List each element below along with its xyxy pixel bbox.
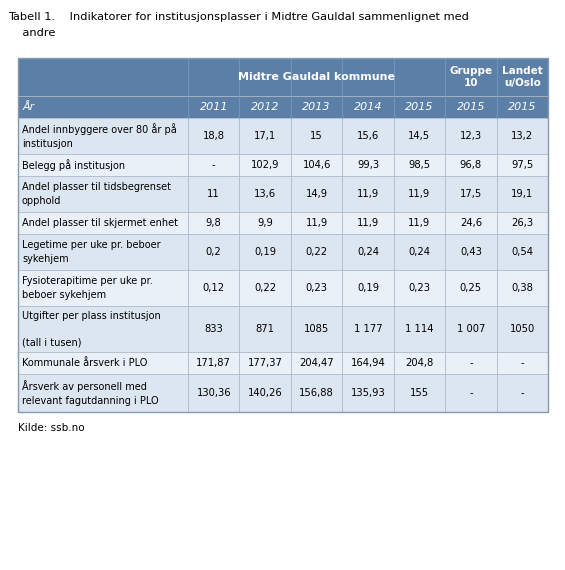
Text: 204,8: 204,8 <box>405 358 433 368</box>
Text: 2013: 2013 <box>302 102 331 112</box>
Text: 13,6: 13,6 <box>254 189 276 199</box>
Text: Legetime per uke pr. beboer
sykehjem: Legetime per uke pr. beboer sykehjem <box>22 241 160 263</box>
Text: 0,43: 0,43 <box>460 247 482 257</box>
Text: 1 177: 1 177 <box>354 324 383 334</box>
Text: Andel plasser til skjermet enhet: Andel plasser til skjermet enhet <box>22 218 178 228</box>
Text: 17,5: 17,5 <box>460 189 482 199</box>
Text: andre: andre <box>8 28 55 38</box>
Bar <box>18 58 548 412</box>
Text: 11,9: 11,9 <box>408 218 431 228</box>
Text: Kilde: ssb.no: Kilde: ssb.no <box>18 423 85 433</box>
Text: 1050: 1050 <box>510 324 535 334</box>
Text: 2011: 2011 <box>199 102 228 112</box>
Text: Andel innbyggere over 80 år på
institusjon: Andel innbyggere over 80 år på institusj… <box>22 124 177 149</box>
Text: 177,37: 177,37 <box>247 358 282 368</box>
Text: 2014: 2014 <box>354 102 383 112</box>
Text: 9,9: 9,9 <box>257 218 273 228</box>
Bar <box>18 212 548 234</box>
Text: Midtre Gauldal kommune: Midtre Gauldal kommune <box>238 72 395 82</box>
Bar <box>18 352 548 374</box>
Text: 0,54: 0,54 <box>511 247 533 257</box>
Text: 97,5: 97,5 <box>511 160 533 170</box>
Text: 1085: 1085 <box>304 324 329 334</box>
Text: 11,9: 11,9 <box>306 218 328 228</box>
Text: 2012: 2012 <box>251 102 280 112</box>
Bar <box>18 374 548 412</box>
Text: 0,23: 0,23 <box>408 283 431 293</box>
Text: 871: 871 <box>255 324 275 334</box>
Text: 2015: 2015 <box>457 102 485 112</box>
Text: 24,6: 24,6 <box>460 218 482 228</box>
Text: 12,3: 12,3 <box>460 131 482 141</box>
Text: 0,25: 0,25 <box>460 283 482 293</box>
Text: 0,12: 0,12 <box>203 283 225 293</box>
Text: 0,19: 0,19 <box>357 283 379 293</box>
Text: Gruppe
10: Gruppe 10 <box>449 66 493 88</box>
Text: Landet
u/Oslo: Landet u/Oslo <box>502 66 542 88</box>
Text: 171,87: 171,87 <box>196 358 231 368</box>
Text: 11,9: 11,9 <box>357 218 379 228</box>
Bar <box>18 154 548 176</box>
Text: Tabell 1.    Indikatorer for institusjonsplasser i Midtre Gauldal sammenlignet m: Tabell 1. Indikatorer for institusjonspl… <box>8 12 469 22</box>
Text: 1 114: 1 114 <box>405 324 434 334</box>
Text: Utgifter per plass institusjon

(tall i tusen): Utgifter per plass institusjon (tall i t… <box>22 311 161 347</box>
Text: 0,22: 0,22 <box>306 247 328 257</box>
Text: 833: 833 <box>205 324 223 334</box>
Bar <box>18 58 548 118</box>
Text: -: - <box>469 388 473 398</box>
Text: 155: 155 <box>410 388 429 398</box>
Bar <box>18 176 548 212</box>
Text: 102,9: 102,9 <box>251 160 280 170</box>
Text: 2015: 2015 <box>508 102 537 112</box>
Text: 96,8: 96,8 <box>460 160 482 170</box>
Text: 130,36: 130,36 <box>197 388 231 398</box>
Text: 0,24: 0,24 <box>357 247 379 257</box>
Text: 26,3: 26,3 <box>511 218 533 228</box>
Text: 13,2: 13,2 <box>511 131 533 141</box>
Text: 9,8: 9,8 <box>206 218 221 228</box>
Text: 0,24: 0,24 <box>408 247 431 257</box>
Text: 98,5: 98,5 <box>408 160 431 170</box>
Text: 204,47: 204,47 <box>299 358 334 368</box>
Text: 11: 11 <box>207 189 220 199</box>
Text: Kommunale årsverk i PLO: Kommunale årsverk i PLO <box>22 358 147 368</box>
Text: -: - <box>520 388 524 398</box>
Text: 99,3: 99,3 <box>357 160 379 170</box>
Text: 17,1: 17,1 <box>254 131 276 141</box>
Text: 0,23: 0,23 <box>306 283 328 293</box>
Text: -: - <box>469 358 473 368</box>
Text: Andel plasser til tidsbegrenset
opphold: Andel plasser til tidsbegrenset opphold <box>22 182 171 206</box>
Text: 2015: 2015 <box>405 102 434 112</box>
Text: 18,8: 18,8 <box>203 131 225 141</box>
Text: 14,9: 14,9 <box>306 189 328 199</box>
Text: 156,88: 156,88 <box>299 388 334 398</box>
Text: 19,1: 19,1 <box>511 189 533 199</box>
Text: 15,6: 15,6 <box>357 131 379 141</box>
Text: Årsverk av personell med
relevant fagutdanning i PLO: Årsverk av personell med relevant fagutd… <box>22 380 159 405</box>
Text: 104,6: 104,6 <box>302 160 331 170</box>
Bar <box>18 306 548 352</box>
Text: -: - <box>520 358 524 368</box>
Text: 0,22: 0,22 <box>254 283 276 293</box>
Text: 11,9: 11,9 <box>357 189 379 199</box>
Text: 140,26: 140,26 <box>248 388 282 398</box>
Text: 15: 15 <box>310 131 323 141</box>
Bar <box>18 270 548 306</box>
Text: -: - <box>212 160 215 170</box>
Text: 1 007: 1 007 <box>457 324 485 334</box>
Text: Belegg på institusjon: Belegg på institusjon <box>22 159 125 171</box>
Text: 11,9: 11,9 <box>408 189 431 199</box>
Text: Fysioterapitime per uke pr.
beboer sykehjem: Fysioterapitime per uke pr. beboer sykeh… <box>22 276 153 300</box>
Text: 135,93: 135,93 <box>351 388 385 398</box>
Bar <box>18 118 548 154</box>
Bar <box>18 58 548 412</box>
Text: År: År <box>23 102 35 112</box>
Bar <box>18 234 548 270</box>
Text: 164,94: 164,94 <box>351 358 385 368</box>
Text: 0,19: 0,19 <box>254 247 276 257</box>
Text: 14,5: 14,5 <box>408 131 431 141</box>
Text: 0,38: 0,38 <box>511 283 533 293</box>
Text: 0,2: 0,2 <box>206 247 221 257</box>
